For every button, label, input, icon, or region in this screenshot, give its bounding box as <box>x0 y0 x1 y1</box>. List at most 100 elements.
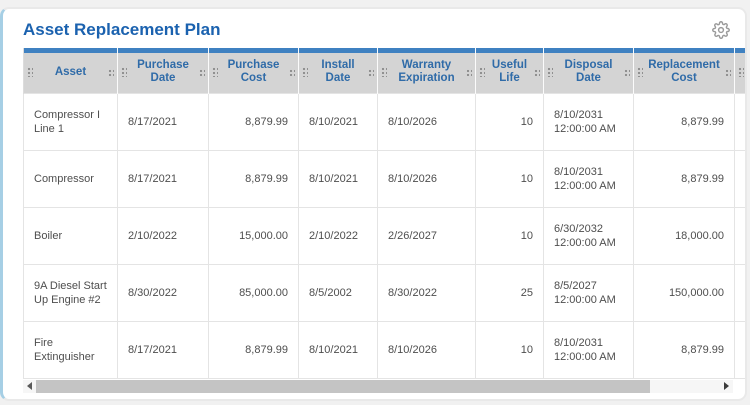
cell: 8,879.99 <box>633 92 735 151</box>
column-resize-handle-icon[interactable] <box>368 68 374 76</box>
column-drag-handle-icon[interactable] <box>547 67 553 78</box>
cell: Fire Extinguisher <box>23 320 118 379</box>
cell: 10 <box>475 92 544 151</box>
column-drag-handle-icon[interactable] <box>637 67 643 78</box>
column-header-disposal-date[interactable]: Disposal Date <box>543 48 634 93</box>
column-header-asset[interactable]: Asset <box>23 48 118 93</box>
column-header-inner: Warranty Expiration <box>378 59 475 85</box>
column-header-inner: Useful Life <box>476 59 543 85</box>
settings-button[interactable] <box>711 20 731 40</box>
column-resize-handle-icon[interactable] <box>534 68 540 76</box>
cell: 8,879.99 <box>208 149 299 208</box>
cell: 85,000.00 <box>208 263 299 322</box>
column-header-inner: Purchase Date <box>118 59 208 85</box>
column-label: Purchase Date <box>137 59 189 85</box>
cell: 8/10/2021 <box>298 92 378 151</box>
cell: 8/10/2031 12:00:00 AM <box>543 320 634 379</box>
table-row: Fire Extinguisher 8/17/2021 8,879.99 8/10/2… <box>23 320 745 379</box>
cell: 8/10/2021 <box>298 149 378 208</box>
gear-icon <box>712 21 730 39</box>
asset-grid: Asset Purchase Date Purchase Cost Install D… <box>23 48 745 379</box>
cell: 8/17/2021 <box>117 149 209 208</box>
cell: Compressor I Line 1 <box>23 92 118 151</box>
column-resize-handle-icon[interactable] <box>199 68 205 76</box>
cell: 18,000.00 <box>633 206 735 265</box>
column-header-useful-life[interactable]: Useful Life <box>475 48 544 93</box>
column-header-warranty-expiration[interactable]: Warranty Expiration <box>377 48 476 93</box>
cell: 2/10/2022 <box>117 206 209 265</box>
column-label: Install Date <box>321 59 355 85</box>
cell: 2/10/2022 <box>298 206 378 265</box>
asset-table: Asset Purchase Date Purchase Cost Install D… <box>23 48 745 379</box>
cell: 6/30/2032 12:00:00 AM <box>543 206 634 265</box>
column-drag-handle-icon[interactable] <box>302 67 308 78</box>
cell: 8,879.99 <box>633 320 735 379</box>
cell: 15,000.00 <box>208 206 299 265</box>
left-triangle-icon <box>27 382 32 390</box>
column-drag-handle-icon[interactable] <box>121 67 127 78</box>
column-header-inner: Purchase Cost <box>209 59 298 85</box>
cell: Compressor <box>23 149 118 208</box>
cell: 8/17/2021 <box>117 320 209 379</box>
column-resize-handle-icon[interactable] <box>466 68 472 76</box>
column-label: Replacement Cost <box>648 59 720 85</box>
table-row: 9A Diesel Start Up Engine #2 8/30/2022 85,… <box>23 263 745 322</box>
column-header-inner: Asset <box>24 66 117 79</box>
column-resize-handle-icon[interactable] <box>289 68 295 76</box>
column-drag-handle-icon[interactable] <box>479 67 485 78</box>
column-resize-handle-icon[interactable] <box>108 68 114 76</box>
asset-replacement-plan-widget: Asset Replacement Plan Asset Purchase Dat… <box>0 7 747 401</box>
cell: 10 <box>475 320 544 379</box>
cell <box>734 206 745 265</box>
scrollbar-thumb[interactable] <box>36 379 651 393</box>
cell: Boiler <box>23 206 118 265</box>
cell <box>734 92 745 151</box>
column-header-purchase-cost[interactable]: Purchase Cost <box>208 48 299 93</box>
cell: 8/5/2002 <box>298 263 378 322</box>
scroll-right-button[interactable] <box>720 380 733 393</box>
cell: 8,879.99 <box>208 92 299 151</box>
column-drag-handle-icon[interactable] <box>738 67 744 78</box>
column-header-overflow[interactable] <box>734 48 745 93</box>
column-label: Asset <box>54 65 87 78</box>
column-header-inner: Install Date <box>299 59 377 85</box>
cell: 8/10/2026 <box>377 92 476 151</box>
column-drag-handle-icon[interactable] <box>212 67 218 78</box>
cell: 8/10/2026 <box>377 320 476 379</box>
right-triangle-icon <box>724 382 729 390</box>
horizontal-scrollbar[interactable] <box>23 379 733 393</box>
cell: 10 <box>475 206 544 265</box>
cell: 8/10/2026 <box>377 149 476 208</box>
cell: 150,000.00 <box>633 263 735 322</box>
cell: 9A Diesel Start Up Engine #2 <box>23 263 118 322</box>
cell: 25 <box>475 263 544 322</box>
column-resize-handle-icon[interactable] <box>725 68 731 76</box>
column-label: Warranty Expiration <box>398 59 455 85</box>
cell <box>734 149 745 208</box>
column-label: Purchase Cost <box>227 59 280 85</box>
column-header-inner: Replacement Cost <box>634 59 734 85</box>
cell <box>734 320 745 379</box>
header-row: Asset Purchase Date Purchase Cost Install D… <box>23 48 745 93</box>
column-resize-handle-icon[interactable] <box>624 68 630 76</box>
cell: 8/17/2021 <box>117 92 209 151</box>
scroll-left-button[interactable] <box>23 380 36 393</box>
column-header-replacement-cost[interactable]: Replacement Cost <box>633 48 735 93</box>
table-row: Compressor I Line 1 8/17/2021 8,879.99 8/10… <box>23 92 745 151</box>
column-label: Disposal Date <box>564 59 613 85</box>
cell: 8/10/2021 <box>298 320 378 379</box>
cell: 8/10/2031 12:00:00 AM <box>543 92 634 151</box>
column-drag-handle-icon[interactable] <box>381 67 387 78</box>
cell: 8/30/2022 <box>117 263 209 322</box>
cell: 8/10/2031 12:00:00 AM <box>543 149 634 208</box>
cell: 8/30/2022 <box>377 263 476 322</box>
page-title: Asset Replacement Plan <box>23 20 221 39</box>
cell: 8,879.99 <box>633 149 735 208</box>
column-header-inner: Disposal Date <box>544 59 633 85</box>
widget-header: Asset Replacement Plan <box>3 9 745 48</box>
cell: 8,879.99 <box>208 320 299 379</box>
column-header-purchase-date[interactable]: Purchase Date <box>117 48 209 93</box>
column-header-install-date[interactable]: Install Date <box>298 48 378 93</box>
cell: 10 <box>475 149 544 208</box>
column-drag-handle-icon[interactable] <box>27 67 33 78</box>
